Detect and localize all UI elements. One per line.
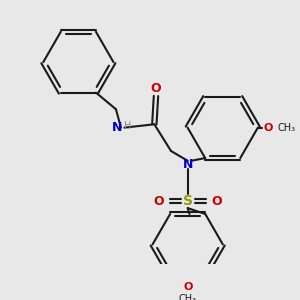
Text: S: S xyxy=(183,194,193,208)
Text: CH₃: CH₃ xyxy=(277,123,295,133)
Text: H: H xyxy=(124,121,132,131)
Text: O: O xyxy=(183,282,192,292)
Text: CH₃: CH₃ xyxy=(178,293,197,300)
Text: O: O xyxy=(211,194,221,208)
Text: O: O xyxy=(151,82,161,95)
Text: N: N xyxy=(111,121,122,134)
Text: O: O xyxy=(263,123,272,133)
Text: N: N xyxy=(182,158,193,171)
Text: O: O xyxy=(154,194,164,208)
